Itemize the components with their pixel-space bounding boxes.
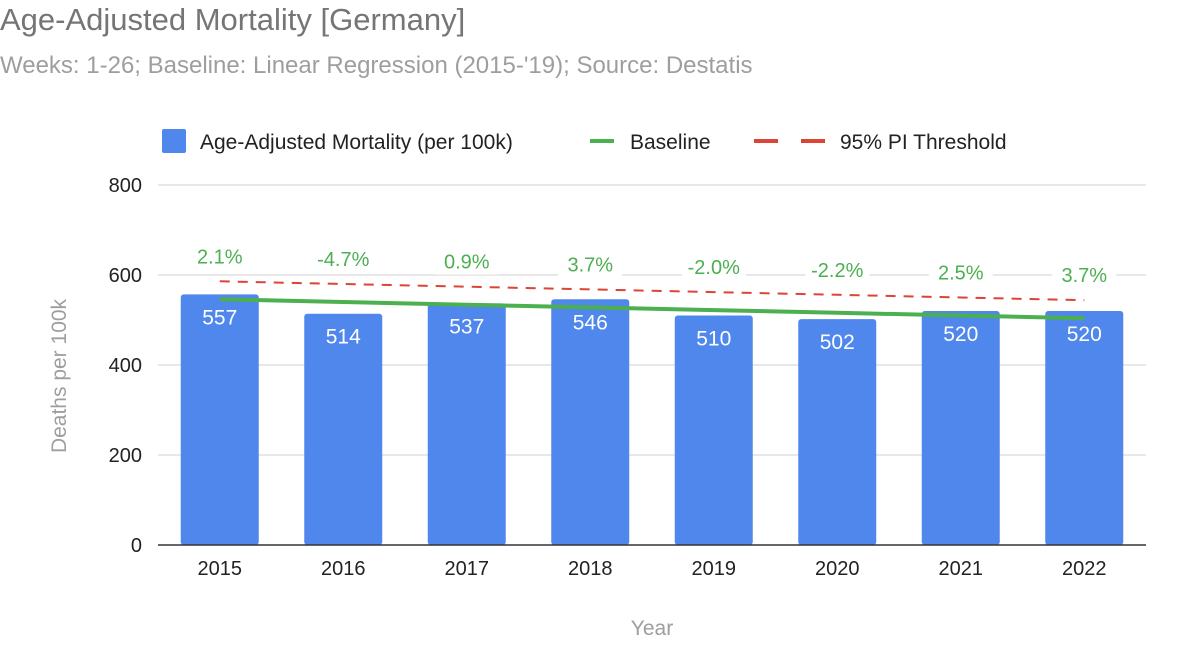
baseline-percent-label: 2.1% <box>197 246 243 268</box>
x-tick-label: 2019 <box>692 558 737 580</box>
baseline-percent-label: 2.5% <box>938 263 984 285</box>
baseline-percent-label: -2.2% <box>811 260 863 282</box>
bar-value-label: 514 <box>326 326 361 349</box>
bar-value-label: 557 <box>202 306 237 329</box>
y-tick-label: 800 <box>109 175 142 197</box>
baseline-line <box>219 297 1085 321</box>
threshold-line <box>219 280 1085 302</box>
x-tick-label: 2017 <box>445 558 490 580</box>
bar-value-label: 546 <box>573 311 608 334</box>
chart-subtitle: Weeks: 1-26; Baseline: Linear Regression… <box>0 52 753 79</box>
x-tick-label: 2020 <box>815 558 860 580</box>
legend-label-threshold: 95% PI Threshold <box>840 131 1007 154</box>
x-axis-ticks: 2015 2016 2017 2018 2019 2020 2021 2022 <box>198 558 1107 580</box>
y-tick-label: 600 <box>109 265 142 287</box>
legend-swatch-mortality <box>162 129 186 153</box>
x-tick-label: 2015 <box>198 558 243 580</box>
x-axis-title: Year <box>631 617 673 640</box>
bar-value-label: 502 <box>820 331 855 354</box>
bar <box>180 294 259 545</box>
percent-label-background <box>928 260 993 286</box>
bar-value-label: 520 <box>943 323 978 346</box>
x-tick-label: 2018 <box>568 558 613 580</box>
chart-title: Age-Adjusted Mortality [Germany] <box>0 2 466 37</box>
baseline-percent-labels: 2.1% -4.7% 0.9% 3.7% -2.0% -2.2% 2.5% 3.7% <box>187 244 1117 289</box>
y-tick-label: 0 <box>131 535 142 557</box>
baseline-percent-label: 0.9% <box>444 252 490 274</box>
x-tick-label: 2022 <box>1062 558 1107 580</box>
percent-label-background <box>681 255 746 281</box>
bar <box>304 313 383 545</box>
baseline-percent-label: -4.7% <box>317 249 369 271</box>
legend: Age-Adjusted Mortality (per 100k) Baseli… <box>162 129 1007 154</box>
series-lines <box>219 280 1085 321</box>
bar <box>427 303 506 545</box>
bar <box>674 315 753 545</box>
x-tick-label: 2021 <box>939 558 984 580</box>
bar <box>798 319 877 545</box>
percent-label-background <box>1052 263 1117 289</box>
percent-label-background <box>311 247 376 272</box>
baseline-percent-label: 3.7% <box>567 254 613 276</box>
baseline-percent-label: 3.7% <box>1061 265 1107 287</box>
percent-label-background <box>805 257 870 283</box>
bar-data-labels: 557 514 537 546 510 502 520 520 <box>202 306 1102 354</box>
x-tick-label: 2016 <box>321 558 366 580</box>
y-axis-title: Deaths per 100k <box>48 298 71 453</box>
bar-value-label: 537 <box>449 315 484 338</box>
y-tick-label: 400 <box>109 355 142 377</box>
bar-value-label: 510 <box>696 328 731 351</box>
bar <box>921 311 1000 545</box>
bars <box>180 294 1124 545</box>
legend-label-mortality: Age-Adjusted Mortality (per 100k) <box>200 131 513 154</box>
percent-label-background <box>434 249 499 275</box>
percent-label-background <box>558 252 623 278</box>
legend-label-baseline: Baseline <box>630 131 711 154</box>
bar <box>551 299 630 545</box>
bar <box>1045 311 1124 545</box>
baseline-percent-label: -2.0% <box>688 257 740 279</box>
y-tick-label: 200 <box>109 445 142 467</box>
y-axis-ticks: 0 200 400 600 800 <box>109 175 142 557</box>
bar-value-label: 520 <box>1067 323 1102 346</box>
percent-label-background <box>187 244 252 270</box>
